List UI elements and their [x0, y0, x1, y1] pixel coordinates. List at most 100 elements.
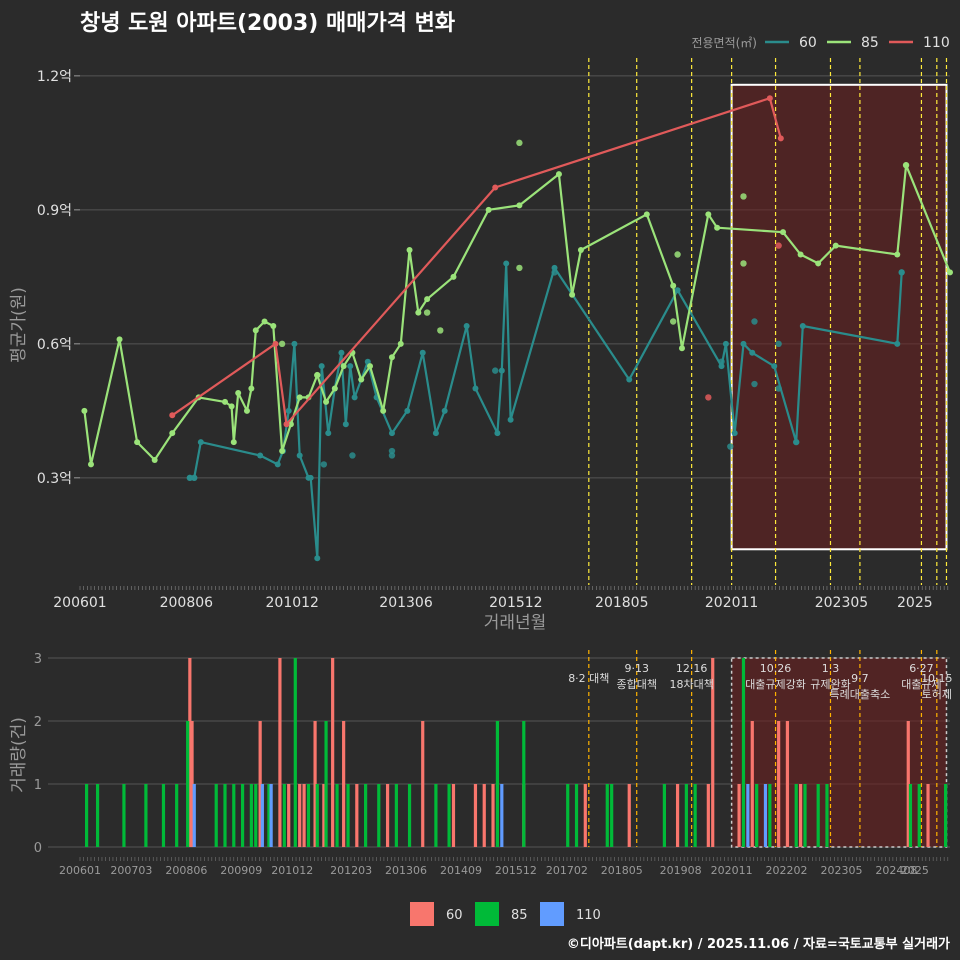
series-point-85 [323, 398, 330, 405]
x-tick-label: 200601 [53, 595, 106, 611]
volume-plot: 0 1 2 3 8·2 대책 9·13 종합대책 12·16 18차대책 10.26 대출규제강화 1… [34, 650, 953, 877]
volume-bar-60 [188, 658, 192, 847]
volume-bar-60 [750, 721, 754, 847]
volume-bar-110 [269, 784, 273, 847]
volume-bar-85 [394, 784, 398, 847]
scatter-point-60 [191, 474, 198, 482]
legend-label-85: 85 [861, 35, 879, 51]
volume-x-tick-label: 2025 [901, 864, 929, 877]
scatter-point-85 [423, 309, 431, 316]
series-point-60 [771, 363, 778, 370]
series-point-85 [228, 403, 235, 410]
volume-bar-60 [675, 784, 680, 847]
volume-bar-85 [315, 784, 319, 847]
volume-x-tick-label: 200601 [59, 864, 101, 877]
series-point-85 [485, 206, 492, 213]
volume-x-tick-label: 202408 [875, 864, 917, 877]
volume-bar-60 [287, 784, 291, 847]
series-point-60 [291, 340, 298, 347]
series-point-85 [815, 260, 822, 267]
policy-label-sub: 대출규제 [901, 678, 941, 691]
volume-bar-85 [407, 784, 412, 847]
series-point-85 [296, 394, 303, 401]
x-tick-label: 202011 [705, 595, 758, 611]
volume-bar-60 [785, 721, 790, 847]
volume-bar-85 [377, 784, 381, 847]
volume-bar-85 [249, 784, 253, 847]
volume-bar-85 [566, 784, 570, 847]
volume-legend-label-110: 110 [576, 908, 601, 923]
volume-bar-85 [335, 784, 339, 847]
series-point-85 [151, 456, 158, 463]
y-axis-title: 평균가(원) [9, 287, 29, 363]
x-tick-label: 201012 [266, 595, 319, 611]
series-point-85 [555, 171, 562, 178]
series-point-85 [569, 291, 576, 298]
volume-bar-60 [190, 721, 194, 847]
series-point-110 [283, 421, 290, 428]
y-tick-label: 0.9억 [37, 203, 72, 219]
series-point-60 [342, 421, 349, 428]
volume-bar-85 [447, 784, 451, 847]
series-point-85 [116, 336, 123, 343]
series-point-85 [367, 363, 373, 370]
scatter-point-60 [349, 452, 356, 459]
volume-bar-60 [355, 784, 359, 847]
volume-x-tick-label: 200909 [220, 864, 262, 877]
policy-label-sub: 종합대책 [616, 678, 656, 691]
volume-bar-60 [342, 721, 346, 847]
series-point-60 [626, 376, 633, 383]
volume-bar-60 [278, 658, 282, 847]
series-point-60 [463, 322, 470, 329]
volume-x-tick-label: 201012 [271, 864, 313, 877]
series-point-85 [670, 282, 677, 289]
series-point-85 [780, 229, 787, 236]
policy-label: 12·16 [676, 662, 708, 675]
volume-bar-85 [434, 784, 438, 847]
volume-legend-swatch-110 [540, 902, 564, 926]
volume-bar-85 [223, 784, 227, 847]
volume-bar-110 [763, 784, 768, 847]
series-point-60 [674, 287, 681, 294]
series-point-85 [134, 439, 141, 446]
volume-bar-85 [917, 784, 921, 847]
scatter-point-85 [674, 251, 681, 258]
series-point-85 [380, 407, 387, 414]
series-line-110 [171, 97, 782, 426]
series-point-85 [577, 247, 584, 254]
volume-bar-60 [737, 784, 741, 847]
series-point-60 [197, 439, 204, 446]
volume-bar-60 [385, 784, 390, 847]
scatter-point-60 [320, 461, 328, 468]
volume-bar-110 [746, 784, 750, 847]
series-point-85 [340, 363, 347, 370]
volume-legend-swatch-85 [475, 902, 499, 926]
policy-label-sub: 18차대책 [669, 678, 713, 691]
volume-x-tick-label: 202305 [820, 864, 862, 877]
policy-label: 10·15 [921, 672, 953, 685]
series-point-60 [432, 430, 439, 437]
legend-label-110: 110 [923, 35, 950, 51]
series-point-85 [705, 211, 712, 218]
policy-label: 9·13 [624, 662, 649, 675]
series-point-85 [235, 389, 242, 396]
x-tick-label: 201512 [489, 595, 542, 611]
volume-bar-85 [574, 784, 579, 847]
volume-bar-85 [741, 658, 746, 847]
volume-x-tick-label: 201805 [601, 864, 643, 877]
policy-label-sub: 토허제 [922, 688, 952, 701]
volume-bar-85 [816, 784, 820, 847]
volume-bar-60 [706, 784, 710, 847]
volume-x-tick-label: 202011 [711, 864, 753, 877]
volume-bar-85 [693, 784, 697, 847]
series-point-85 [424, 296, 431, 303]
volume-legend-label-85: 85 [511, 908, 528, 923]
volume-x-tick-label: 200703 [110, 864, 152, 877]
volume-x-tick-label: 201908 [660, 864, 702, 877]
series-point-60 [749, 349, 756, 356]
top-legend: 60 85 110 [765, 35, 950, 51]
series-point-85 [287, 421, 294, 428]
scatter-point-60 [718, 358, 725, 365]
series-point-85 [678, 345, 685, 352]
series-point-85 [406, 247, 413, 254]
